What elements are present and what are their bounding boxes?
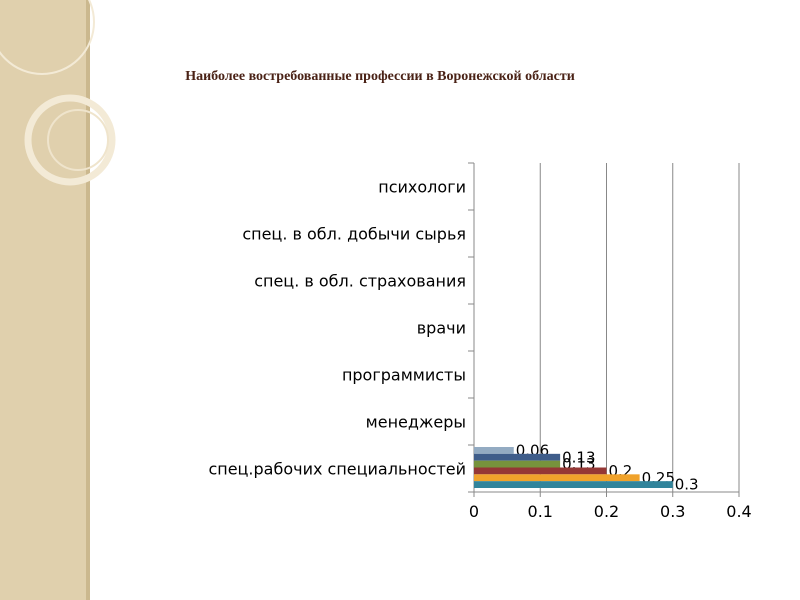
bar (474, 467, 607, 475)
y-tick-label: спец.рабочих специальностей (208, 460, 466, 479)
bar (474, 453, 561, 461)
y-tick-label: менеджеры (366, 413, 466, 432)
side-edge (86, 0, 90, 600)
side-panel (0, 0, 88, 600)
plot: 0 0.1 0.2 0.3 0.4 спец.рабочих специальностей… (208, 162, 752, 521)
y-tick-label: спец. в обл. добычи сырья (242, 225, 466, 244)
x-tick-label: 0.2 (594, 502, 619, 521)
deco-circle (47, 109, 109, 171)
bar (474, 474, 640, 482)
y-tick-label: врачи (417, 319, 466, 338)
x-tick-label: 0.4 (726, 502, 751, 521)
x-tick-label: 0.1 (528, 502, 553, 521)
y-tick-label: программисты (342, 366, 466, 385)
y-tick-label: спец. в обл. страхования (254, 272, 466, 291)
value-label: 0.13 (562, 448, 595, 466)
deco-circle (24, 94, 116, 186)
bar (474, 460, 561, 468)
bar (474, 481, 673, 488)
value-label: 0.3 (675, 476, 699, 494)
chart-title: Наиболее востребованные профессии в Воро… (185, 69, 575, 84)
bar (474, 447, 514, 454)
y-tick-label: психологи (378, 178, 466, 197)
x-tick-label: 0.3 (660, 502, 685, 521)
x-tick-label: 0 (469, 502, 479, 521)
deco-circle (0, 0, 95, 75)
